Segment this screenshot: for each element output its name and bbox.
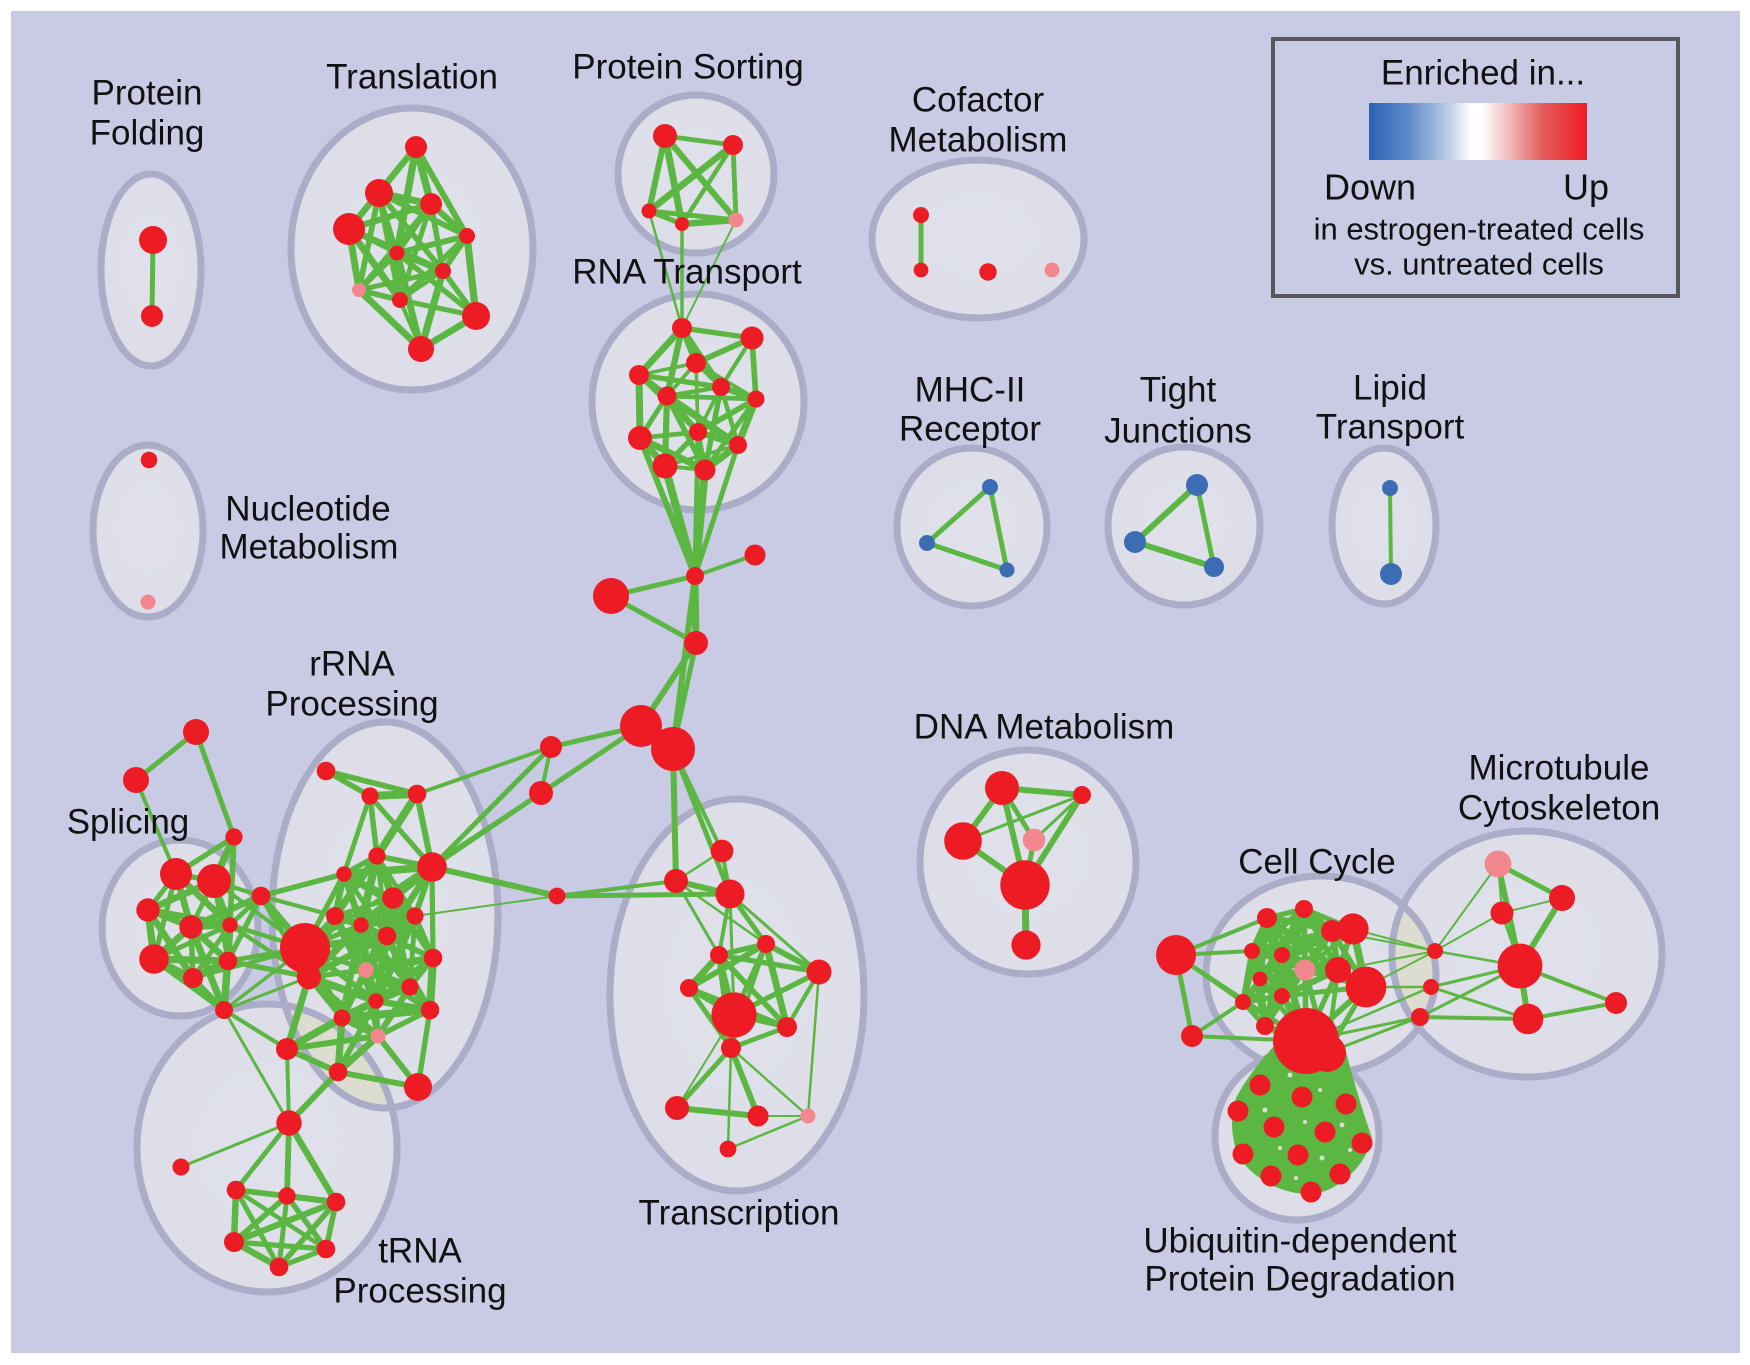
svg-text:Processing: Processing xyxy=(333,1272,506,1311)
svg-text:Cofactor: Cofactor xyxy=(912,81,1045,120)
svg-text:Enriched in...: Enriched in... xyxy=(1381,54,1585,93)
svg-text:Down: Down xyxy=(1324,167,1416,208)
svg-text:Junctions: Junctions xyxy=(1104,412,1252,451)
svg-text:Protein: Protein xyxy=(92,74,203,113)
svg-text:Translation: Translation xyxy=(326,58,498,97)
svg-text:tRNA: tRNA xyxy=(378,1232,462,1271)
svg-text:Lipid: Lipid xyxy=(1353,369,1427,408)
svg-text:Receptor: Receptor xyxy=(899,410,1041,449)
svg-text:Metabolism: Metabolism xyxy=(220,528,399,567)
svg-text:Splicing: Splicing xyxy=(67,803,190,842)
svg-text:Ubiquitin-dependent: Ubiquitin-dependent xyxy=(1143,1222,1457,1261)
svg-text:Metabolism: Metabolism xyxy=(889,121,1068,160)
svg-text:vs. untreated cells: vs. untreated cells xyxy=(1354,247,1604,282)
svg-text:MHC-II: MHC-II xyxy=(915,371,1026,410)
svg-text:Nucleotide: Nucleotide xyxy=(225,490,390,529)
svg-text:Transcription: Transcription xyxy=(639,1194,840,1233)
svg-text:DNA Metabolism: DNA Metabolism xyxy=(914,708,1175,747)
svg-text:Protein Degradation: Protein Degradation xyxy=(1144,1260,1455,1299)
svg-text:Cytoskeleton: Cytoskeleton xyxy=(1458,789,1660,828)
svg-text:Transport: Transport xyxy=(1316,408,1465,447)
svg-text:Protein Sorting: Protein Sorting xyxy=(572,48,804,87)
svg-text:Tight: Tight xyxy=(1140,371,1217,410)
svg-text:Up: Up xyxy=(1563,167,1609,208)
svg-text:RNA Transport: RNA Transport xyxy=(572,253,802,292)
svg-text:rRNA: rRNA xyxy=(309,645,395,684)
svg-text:Processing: Processing xyxy=(265,685,438,724)
svg-text:Cell Cycle: Cell Cycle xyxy=(1238,843,1396,882)
svg-text:in estrogen-treated cells: in estrogen-treated cells xyxy=(1314,212,1645,247)
svg-text:Folding: Folding xyxy=(90,114,205,153)
svg-text:Microtubule: Microtubule xyxy=(1469,749,1650,788)
